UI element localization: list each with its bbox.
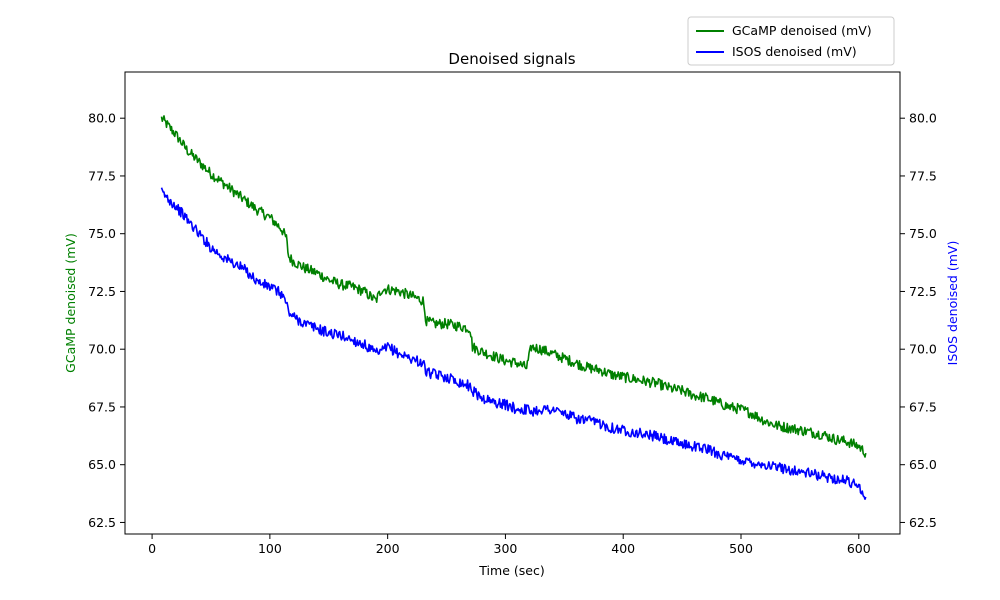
x-axis-title: Time (sec) bbox=[478, 563, 544, 578]
x-tick-label: 400 bbox=[611, 541, 635, 556]
y-tick-label-right: 70.0 bbox=[909, 342, 937, 357]
legend-label-isos: ISOS denoised (mV) bbox=[732, 44, 857, 59]
y-tick-label-left: 65.0 bbox=[88, 457, 116, 472]
plot-background bbox=[125, 72, 900, 534]
series-line-gcamp bbox=[160, 115, 867, 458]
y-tick-label-left: 75.0 bbox=[88, 226, 116, 241]
y-tick-label-right: 77.5 bbox=[909, 168, 937, 183]
y-tick-label-left: 62.5 bbox=[88, 515, 116, 530]
y-tick-label-right: 75.0 bbox=[909, 226, 937, 241]
series-layer bbox=[160, 115, 867, 501]
y-tick-label-right: 65.0 bbox=[909, 457, 937, 472]
y-tick-label-left: 67.5 bbox=[88, 399, 116, 414]
x-axis: 0 100 200 300 400 500 600 bbox=[148, 534, 871, 556]
y-tick-label-left: 70.0 bbox=[88, 342, 116, 357]
plot-frame bbox=[124, 71, 901, 535]
x-tick-label: 0 bbox=[148, 541, 156, 556]
x-tick-label: 600 bbox=[847, 541, 871, 556]
y-axis-left: 62.5 65.0 67.5 70.0 72.5 75.0 77.5 80.0 bbox=[88, 111, 125, 530]
y-tick-label-left: 72.5 bbox=[88, 284, 116, 299]
y-axis-left-title: GCaMP denoised (mV) bbox=[63, 233, 78, 373]
legend-label-gcamp: GCaMP denoised (mV) bbox=[732, 23, 872, 38]
y-tick-label-right: 67.5 bbox=[909, 399, 937, 414]
series-line-isos bbox=[160, 187, 867, 501]
x-tick-label: 500 bbox=[729, 541, 753, 556]
y-axis-right: 62.5 65.0 67.5 70.0 72.5 75.0 77.5 80.0 bbox=[900, 111, 937, 530]
y-tick-label-right: 72.5 bbox=[909, 284, 937, 299]
chart-title: Denoised signals bbox=[448, 50, 575, 68]
y-tick-label-left: 77.5 bbox=[88, 168, 116, 183]
y-tick-label-right: 62.5 bbox=[909, 515, 937, 530]
x-tick-label: 200 bbox=[376, 541, 400, 556]
y-tick-label-left: 80.0 bbox=[88, 111, 116, 126]
y-tick-label-right: 80.0 bbox=[909, 111, 937, 126]
x-tick-label: 100 bbox=[258, 541, 282, 556]
legend: GCaMP denoised (mV) ISOS denoised (mV) bbox=[687, 16, 895, 66]
legend-box bbox=[687, 16, 895, 66]
x-tick-label: 300 bbox=[494, 541, 518, 556]
y-axis-right-title: ISOS denoised (mV) bbox=[945, 241, 960, 366]
